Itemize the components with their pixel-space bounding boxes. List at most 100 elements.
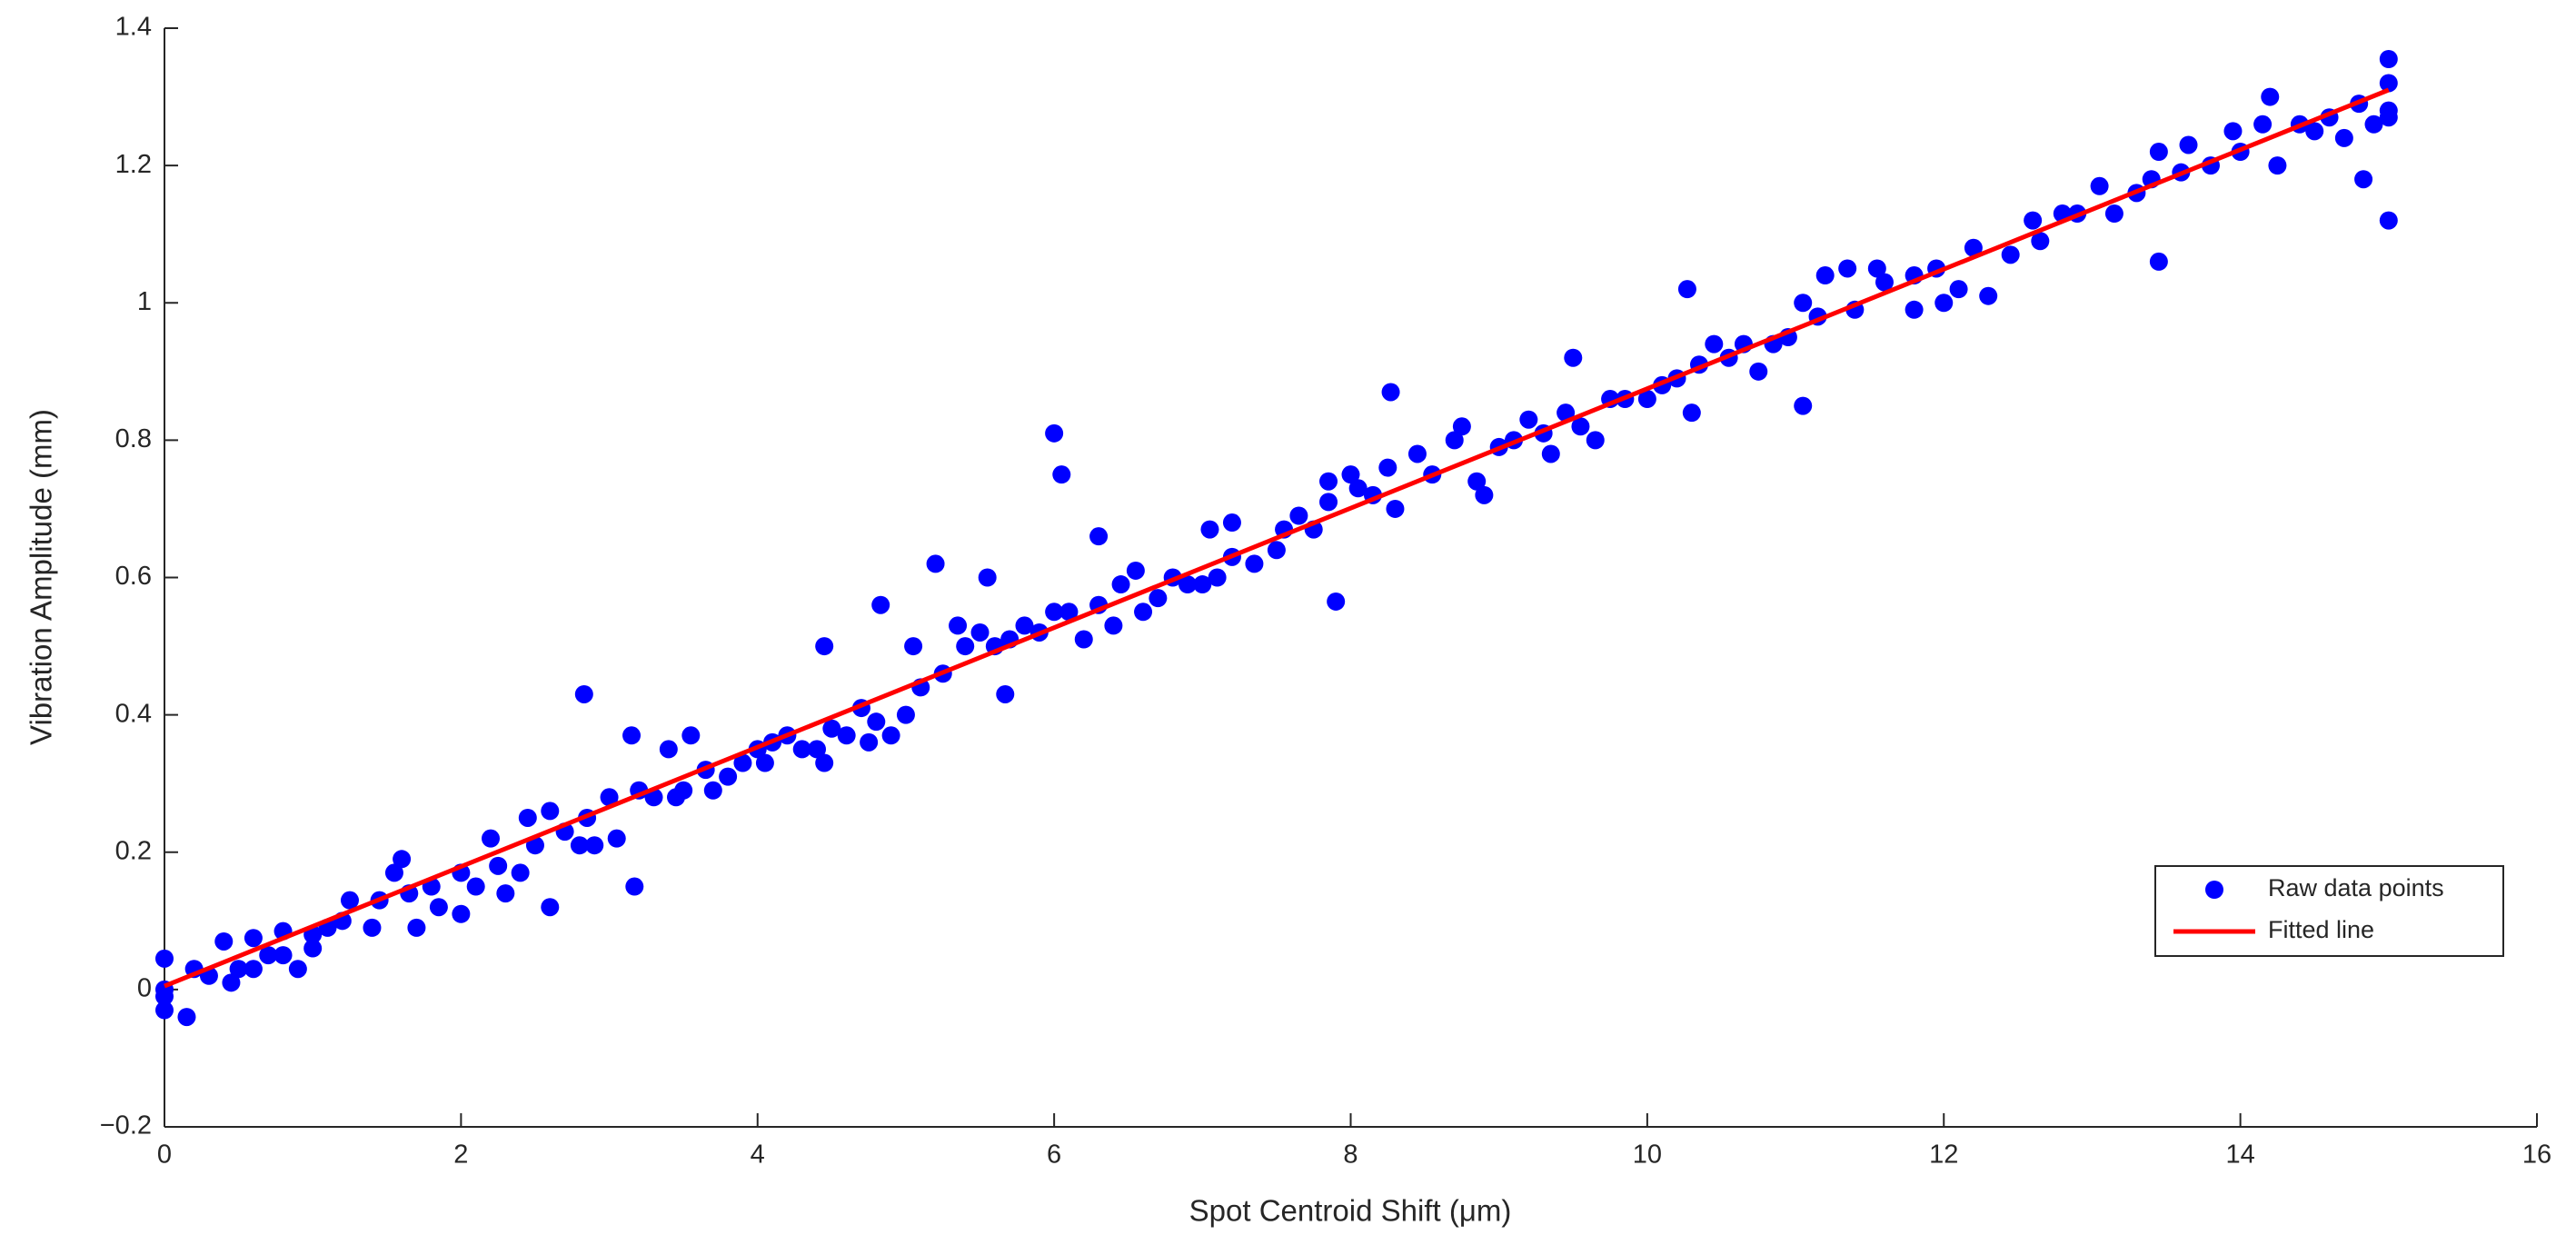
data-point <box>2149 252 2168 271</box>
data-point <box>808 740 827 759</box>
data-point <box>363 918 382 937</box>
data-point <box>1979 286 1998 305</box>
x-tick-label: 4 <box>751 1140 765 1170</box>
data-point <box>1586 431 1605 450</box>
data-point <box>1319 472 1338 491</box>
data-point <box>792 740 811 759</box>
data-point <box>482 829 501 848</box>
data-point <box>1104 616 1123 635</box>
fitted-line <box>164 87 2390 989</box>
data-point <box>452 904 471 923</box>
data-point <box>1677 280 1696 299</box>
data-point <box>214 931 234 951</box>
data-point <box>1445 431 1464 450</box>
data-point <box>1794 396 1813 415</box>
data-point <box>244 929 263 948</box>
data-point <box>837 726 856 745</box>
data-point <box>1705 334 1724 354</box>
data-point <box>496 884 515 903</box>
data-point <box>511 863 530 882</box>
data-point <box>1126 561 1145 580</box>
data-point <box>881 726 900 745</box>
data-point <box>518 808 537 827</box>
data-point <box>1637 390 1656 409</box>
data-point <box>860 732 879 752</box>
data-point <box>1519 410 1538 429</box>
data-point <box>625 877 644 896</box>
x-tick-label: 14 <box>2225 1140 2254 1170</box>
data-point <box>229 960 248 979</box>
data-point <box>1089 527 1109 546</box>
y-tick-label: 0.6 <box>115 562 152 591</box>
data-point <box>1475 485 1494 504</box>
data-point <box>541 898 560 917</box>
data-point <box>570 836 589 855</box>
data-point <box>1386 499 1405 518</box>
data-point <box>1949 280 1968 299</box>
data-point <box>2090 176 2109 195</box>
x-tick-label: 12 <box>1929 1140 1958 1170</box>
data-point <box>585 836 604 855</box>
data-point <box>926 554 945 573</box>
x-tick-label: 10 <box>1633 1140 1662 1170</box>
data-point <box>2104 204 2123 224</box>
data-point <box>1289 506 1308 525</box>
data-point <box>1267 541 1286 560</box>
data-point <box>1571 417 1590 436</box>
data-point <box>1327 592 1346 611</box>
data-point <box>815 753 834 772</box>
data-point <box>2305 122 2324 141</box>
data-point <box>2334 128 2353 147</box>
data-point <box>1557 403 1576 423</box>
x-axis-label: Spot Centroid Shift (μm) <box>1189 1194 1512 1228</box>
data-point <box>2364 115 2383 134</box>
y-axis-label: Vibration Amplitude (mm) <box>25 409 58 745</box>
data-point <box>429 898 448 917</box>
data-point <box>2031 232 2050 251</box>
data-point <box>1045 423 1064 443</box>
data-point <box>815 637 834 656</box>
data-point <box>1015 616 1034 635</box>
legend-marker <box>2205 881 2223 899</box>
data-point <box>155 949 174 968</box>
data-point <box>822 719 841 738</box>
data-point <box>2379 108 2398 127</box>
data-point <box>1341 465 1360 484</box>
data-point <box>896 705 915 724</box>
data-point <box>607 829 626 848</box>
data-point <box>274 946 293 965</box>
data-point <box>600 788 619 807</box>
y-tick-label: 0.2 <box>115 836 152 865</box>
data-point <box>659 740 678 759</box>
data-point <box>1200 520 1219 539</box>
data-point <box>2379 50 2398 69</box>
data-point <box>288 960 307 979</box>
data-point <box>2261 87 2280 106</box>
y-tick-label: 1.2 <box>115 150 152 179</box>
data-point <box>871 595 890 614</box>
data-point <box>733 753 752 772</box>
data-point <box>904 637 923 656</box>
data-point <box>622 726 642 745</box>
data-point <box>489 856 508 875</box>
data-point <box>867 712 886 732</box>
data-point <box>1149 589 1168 608</box>
data-point <box>2253 115 2273 134</box>
data-point <box>2379 74 2398 93</box>
data-point <box>1815 266 1835 285</box>
data-point <box>1059 603 1079 622</box>
y-tick-label: 0.4 <box>115 699 152 728</box>
data-point <box>303 939 323 958</box>
data-point <box>1045 603 1064 622</box>
data-point <box>222 973 241 992</box>
legend-label: Raw data points <box>2268 874 2444 901</box>
data-point <box>1245 554 1264 573</box>
data-point <box>1319 493 1338 512</box>
data-point <box>2223 122 2243 141</box>
data-point <box>1564 348 1583 367</box>
data-point <box>155 987 174 1006</box>
data-point <box>1074 630 1093 649</box>
data-point <box>719 767 738 786</box>
x-tick-label: 8 <box>1343 1140 1358 1170</box>
